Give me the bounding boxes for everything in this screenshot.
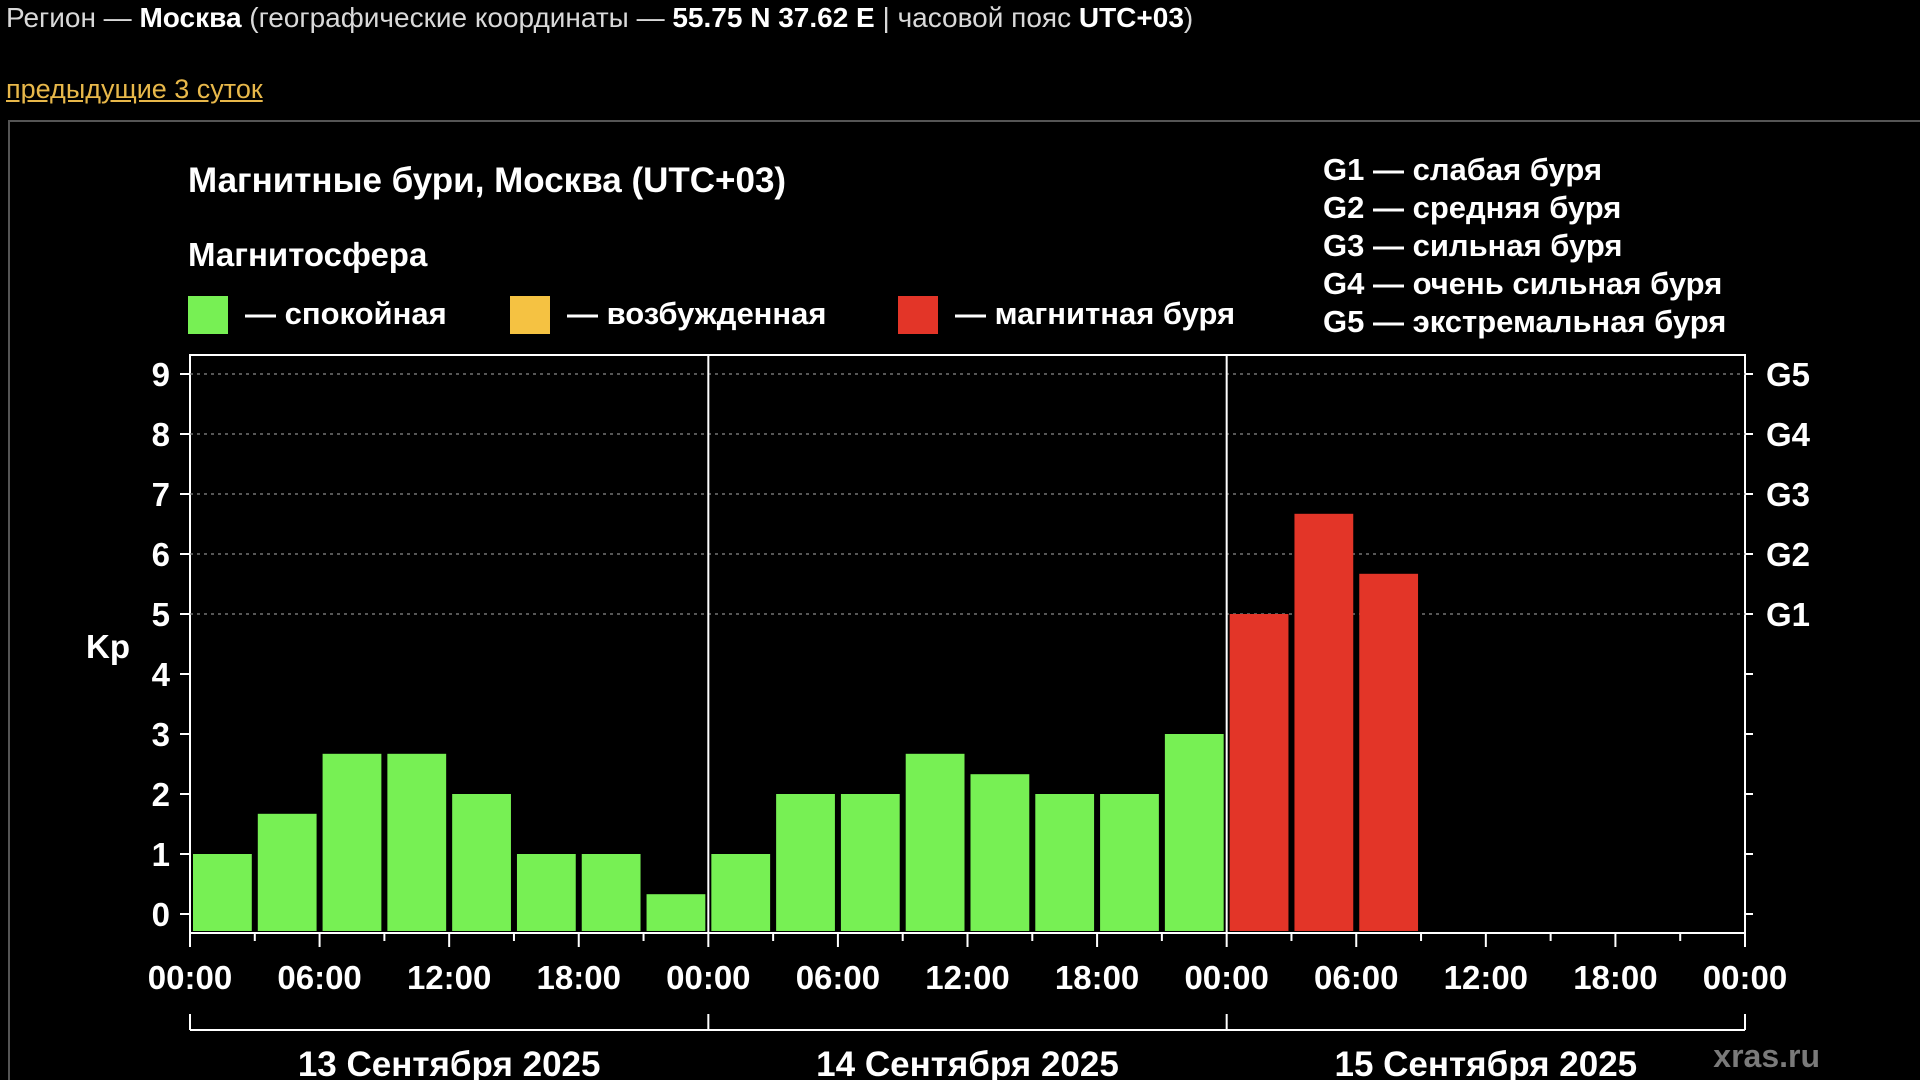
- chart-title: Магнитные бури, Москва (UTC+03): [188, 161, 786, 200]
- kp-bar: [322, 753, 382, 931]
- g-level-label: G2: [1766, 536, 1810, 573]
- kp-bar: [970, 774, 1030, 931]
- x-tick-label: 00:00: [1703, 959, 1787, 996]
- day-label: 14 Сентября 2025: [816, 1045, 1119, 1080]
- region-name: Москва: [139, 2, 242, 33]
- timezone-prefix: | часовой пояс: [874, 2, 1079, 33]
- kp-bar: [1164, 734, 1224, 931]
- g-level-label: G3: [1766, 476, 1810, 513]
- y-tick-label: 4: [152, 656, 171, 693]
- kp-bar: [581, 854, 641, 931]
- y-tick-label: 9: [152, 356, 170, 393]
- chart-frame: [8, 120, 1920, 1080]
- coordinates: 55.75 N 37.62 E: [672, 2, 875, 33]
- watermark: xras.ru: [1713, 1038, 1820, 1074]
- previous-3-days-link[interactable]: предыдущие 3 суток: [6, 74, 263, 104]
- kp-bar: [516, 854, 576, 931]
- g-level-label: G1: [1766, 596, 1810, 633]
- kp-bar: [646, 894, 706, 931]
- x-tick-label: 18:00: [1573, 959, 1657, 996]
- chart-subtitle: Магнитосфера: [188, 236, 428, 273]
- x-tick-label: 18:00: [537, 959, 621, 996]
- status-legend: — спокойная — возбужденная — магнитная б…: [188, 296, 1235, 334]
- kp-bar: [452, 794, 511, 931]
- region-info-line: Регион — Москва (географические координа…: [6, 2, 1193, 34]
- x-tick-label: 12:00: [407, 959, 491, 996]
- kp-bar: [1359, 573, 1419, 931]
- g-legend-g5: G5 — экстремальная буря: [1323, 304, 1726, 339]
- kp-bar: [711, 854, 771, 931]
- y-axis-label: Kp: [86, 628, 130, 665]
- x-tick-label: 00:00: [666, 959, 750, 996]
- legend-label-calm: — спокойная: [245, 296, 447, 331]
- kp-bar: [193, 854, 252, 931]
- legend-label-storm: — магнитная буря: [955, 296, 1235, 331]
- kp-bar: [1294, 513, 1354, 931]
- kp-bar: [840, 794, 900, 931]
- y-tick-label: 6: [152, 536, 170, 573]
- x-tick-label: 18:00: [1055, 959, 1139, 996]
- x-tick-label: 00:00: [148, 959, 232, 996]
- region-prefix: Регион —: [6, 2, 140, 33]
- y-tick-label: 5: [152, 596, 170, 633]
- kp-bar: [257, 813, 317, 931]
- g-legend-g4: G4 — очень сильная буря: [1323, 266, 1722, 301]
- y-tick-label: 0: [152, 896, 170, 933]
- kp-bar: [1229, 614, 1289, 931]
- g-scale-legend: G1 — слабая буря G2 — средняя буря G3 — …: [1323, 152, 1726, 339]
- legend-label-excited: — возбужденная: [567, 296, 826, 331]
- g-level-label: G4: [1766, 416, 1811, 453]
- timezone: UTC+03: [1078, 2, 1184, 33]
- coords-prefix: (географические координаты —: [241, 2, 673, 33]
- y-tick-label: 8: [152, 416, 170, 453]
- kp-bar: [776, 794, 835, 931]
- kp-bar: [1035, 794, 1095, 931]
- y-tick-label: 1: [152, 836, 170, 873]
- legend-swatch-calm: [188, 296, 228, 334]
- kp-bar: [905, 753, 965, 931]
- day-label: 13 Сентября 2025: [298, 1045, 601, 1080]
- x-tick-label: 06:00: [796, 959, 880, 996]
- y-tick-label: 3: [152, 716, 170, 753]
- x-tick-label: 06:00: [1314, 959, 1398, 996]
- legend-swatch-storm: [898, 296, 938, 334]
- region-suffix: ): [1183, 2, 1194, 33]
- g-legend-g1: G1 — слабая буря: [1323, 152, 1602, 187]
- legend-swatch-excited: [510, 296, 550, 334]
- x-tick-label: 12:00: [925, 959, 1009, 996]
- x-tick-label: 06:00: [277, 959, 361, 996]
- y-tick-label: 7: [152, 476, 170, 513]
- g-level-label: G5: [1766, 356, 1810, 393]
- x-tick-label: 00:00: [1184, 959, 1268, 996]
- plot-area: 0 1 2 3 4 5 6 7 8 9 G1 G2 G3 G4 G5 00:00 06:00 12:00 18:00…: [148, 354, 1811, 1080]
- y-tick-label: 2: [152, 776, 170, 813]
- kp-bar: [1100, 794, 1159, 931]
- kp-bar: [387, 753, 447, 931]
- g-legend-g2: G2 — средняя буря: [1323, 190, 1621, 225]
- x-tick-label: 12:00: [1444, 959, 1528, 996]
- day-label: 15 Сентября 2025: [1335, 1045, 1638, 1080]
- g-legend-g3: G3 — сильная буря: [1323, 228, 1622, 263]
